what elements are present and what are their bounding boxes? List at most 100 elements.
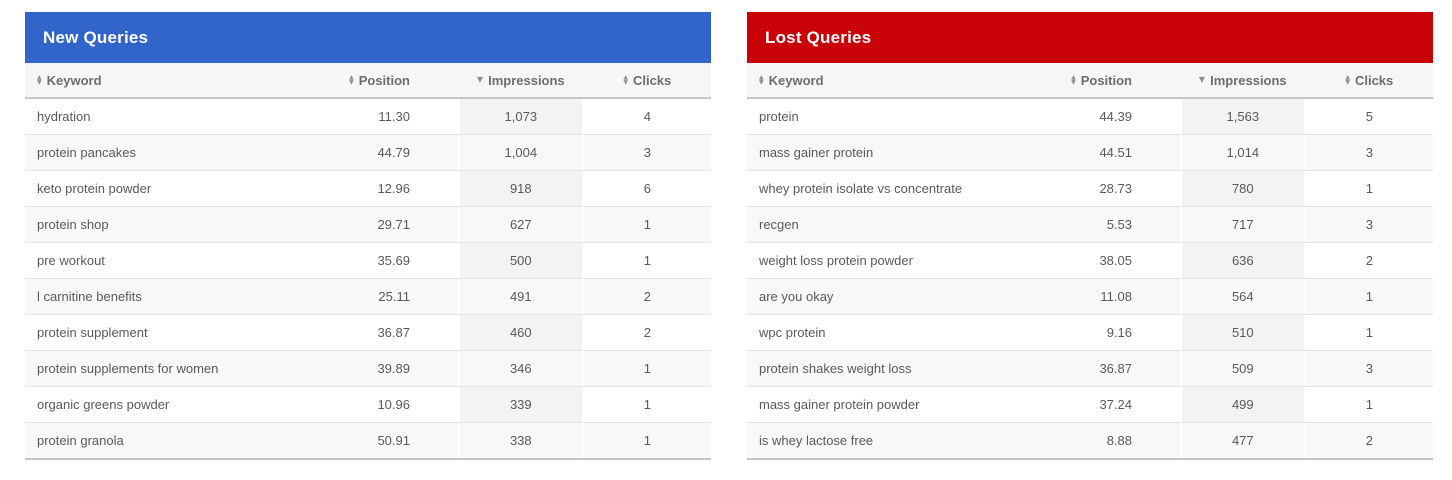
sort-down-glyph: ▼ — [1071, 78, 1076, 86]
cell-position: 35.69 — [300, 242, 458, 280]
cell-position: 44.51 — [1022, 134, 1180, 172]
cell-clicks: 1 — [1305, 278, 1433, 316]
sort-up-glyph: ▲ — [759, 73, 764, 81]
cell-position: 37.24 — [1022, 386, 1180, 424]
sort-both-icon: ▲ ▼ — [1071, 73, 1076, 86]
cell-clicks: 3 — [1305, 206, 1433, 244]
cell-keyword: keto protein powder — [25, 170, 301, 208]
cell-position: 8.88 — [1022, 422, 1180, 461]
cell-keyword: pre workout — [25, 242, 301, 280]
cell-impressions: 564 — [1180, 278, 1306, 316]
sort-up-glyph: ▲ — [37, 73, 42, 81]
cell-impressions: 780 — [1180, 170, 1306, 208]
cell-clicks: 2 — [583, 314, 711, 352]
cell-impressions: 338 — [458, 422, 584, 461]
cell-clicks: 5 — [1305, 98, 1433, 136]
cell-clicks: 1 — [583, 422, 711, 461]
column-label-impressions: Impressions — [488, 73, 565, 89]
sort-down-glyph: ▼ — [349, 78, 354, 86]
table-row: keto protein powder 12.96 918 6 — [25, 170, 711, 208]
cell-clicks: 1 — [1305, 314, 1433, 352]
column-header-keyword[interactable]: ▲ ▼ Keyword — [25, 63, 301, 100]
column-header-clicks[interactable]: ▲ ▼ Clicks — [1305, 63, 1433, 100]
cell-position: 29.71 — [300, 206, 458, 244]
column-label-position: Position — [358, 73, 410, 89]
cell-impressions: 918 — [458, 170, 584, 208]
table-row: protein supplements for women 39.89 346 1 — [25, 350, 711, 388]
table-row: hydration 11.30 1,073 4 — [25, 98, 711, 136]
cell-position: 36.87 — [300, 314, 458, 352]
table-head: ▲ ▼ Keyword ▲ ▼ Position ▼ Impressions ▲ ▼ Clicks — [747, 63, 1433, 100]
sort-up-glyph: ▲ — [1345, 73, 1350, 81]
sort-both-icon: ▲ ▼ — [37, 73, 42, 86]
cell-impressions: 1,014 — [1180, 134, 1306, 172]
cell-keyword: organic greens powder — [25, 386, 301, 424]
cell-clicks: 6 — [583, 170, 711, 208]
column-header-keyword[interactable]: ▲ ▼ Keyword — [747, 63, 1023, 100]
table-row: organic greens powder 10.96 339 1 — [25, 386, 711, 424]
cell-keyword: protein supplement — [25, 314, 301, 352]
sort-down-glyph: ▼ — [759, 78, 764, 86]
cell-keyword: protein shakes weight loss — [747, 350, 1023, 388]
column-label-keyword: Keyword — [768, 73, 824, 89]
table-row: protein shakes weight loss 36.87 509 3 — [747, 350, 1433, 388]
cell-position: 11.08 — [1022, 278, 1180, 316]
cell-position: 44.79 — [300, 134, 458, 172]
sort-descending-icon: ▼ — [1198, 74, 1206, 84]
cell-clicks: 1 — [1305, 170, 1433, 208]
column-header-position[interactable]: ▲ ▼ Position — [1022, 63, 1180, 100]
cell-position: 28.73 — [1022, 170, 1180, 208]
queries-table: ▲ ▼ Keyword ▲ ▼ Position ▼ Impressions ▲ ▼ Clicks … — [747, 63, 1433, 461]
column-header-position[interactable]: ▲ ▼ Position — [300, 63, 458, 100]
cell-clicks: 4 — [583, 98, 711, 136]
cell-keyword: are you okay — [747, 278, 1023, 316]
table-body: protein 44.39 1,563 5 mass gainer protein 44.… — [747, 98, 1433, 461]
cell-position: 10.96 — [300, 386, 458, 424]
table-row: protein granola 50.91 338 1 — [25, 422, 711, 461]
cell-clicks: 1 — [583, 386, 711, 424]
cell-impressions: 477 — [1180, 422, 1306, 461]
cell-impressions: 339 — [458, 386, 584, 424]
sort-both-icon: ▲ ▼ — [349, 74, 354, 86]
column-label-clicks: Clicks — [1354, 73, 1394, 89]
sort-both-icon: ▲ ▼ — [759, 73, 764, 86]
column-header-clicks[interactable]: ▲ ▼ Clicks — [583, 63, 711, 100]
lost-queries-title-bar: Lost Queries — [747, 12, 1433, 63]
cell-impressions: 1,073 — [458, 98, 584, 136]
cell-position: 11.30 — [300, 98, 458, 136]
column-header-impressions[interactable]: ▼ Impressions — [458, 63, 584, 100]
sort-down-glyph: ▼ — [1345, 78, 1350, 86]
cell-clicks: 3 — [1305, 134, 1433, 172]
cell-impressions: 500 — [458, 242, 584, 280]
table-row: mass gainer protein 44.51 1,014 3 — [747, 134, 1433, 172]
table-row: l carnitine benefits 25.11 491 2 — [25, 278, 711, 316]
new-queries-card: New Queries ▲ ▼ Keyword ▲ ▼ Position ▼ Impressi… — [25, 12, 711, 470]
cell-impressions: 627 — [458, 206, 584, 244]
column-header-impressions[interactable]: ▼ Impressions — [1180, 63, 1306, 100]
sort-up-glyph: ▲ — [1071, 73, 1076, 81]
table-row: protein shop 29.71 627 1 — [25, 206, 711, 244]
cell-position: 12.96 — [300, 170, 458, 208]
cell-clicks: 1 — [1305, 386, 1433, 424]
table-row: is whey lactose free 8.88 477 2 — [747, 422, 1433, 461]
cell-keyword: mass gainer protein — [747, 134, 1023, 172]
cell-clicks: 3 — [1305, 350, 1433, 388]
sort-descending-icon: ▼ — [476, 74, 484, 84]
cell-keyword: l carnitine benefits — [25, 278, 301, 316]
new-queries-title-bar: New Queries — [25, 12, 711, 63]
cell-impressions: 717 — [1180, 206, 1306, 244]
table-row: protein supplement 36.87 460 2 — [25, 314, 711, 352]
sort-down-glyph: ▼ — [37, 78, 42, 86]
cell-clicks: 1 — [583, 206, 711, 244]
column-label-impressions: Impressions — [1210, 73, 1287, 89]
sort-down-glyph: ▼ — [623, 78, 628, 86]
table-row: protein pancakes 44.79 1,004 3 — [25, 134, 711, 172]
sort-both-icon: ▲ ▼ — [1345, 73, 1350, 86]
cell-position: 50.91 — [300, 422, 458, 461]
cell-clicks: 2 — [1305, 242, 1433, 280]
cell-keyword: protein pancakes — [25, 134, 301, 172]
cell-position: 39.89 — [300, 350, 458, 388]
sort-both-icon: ▲ ▼ — [623, 74, 628, 86]
cell-position: 5.53 — [1022, 206, 1180, 244]
table-row: are you okay 11.08 564 1 — [747, 278, 1433, 316]
